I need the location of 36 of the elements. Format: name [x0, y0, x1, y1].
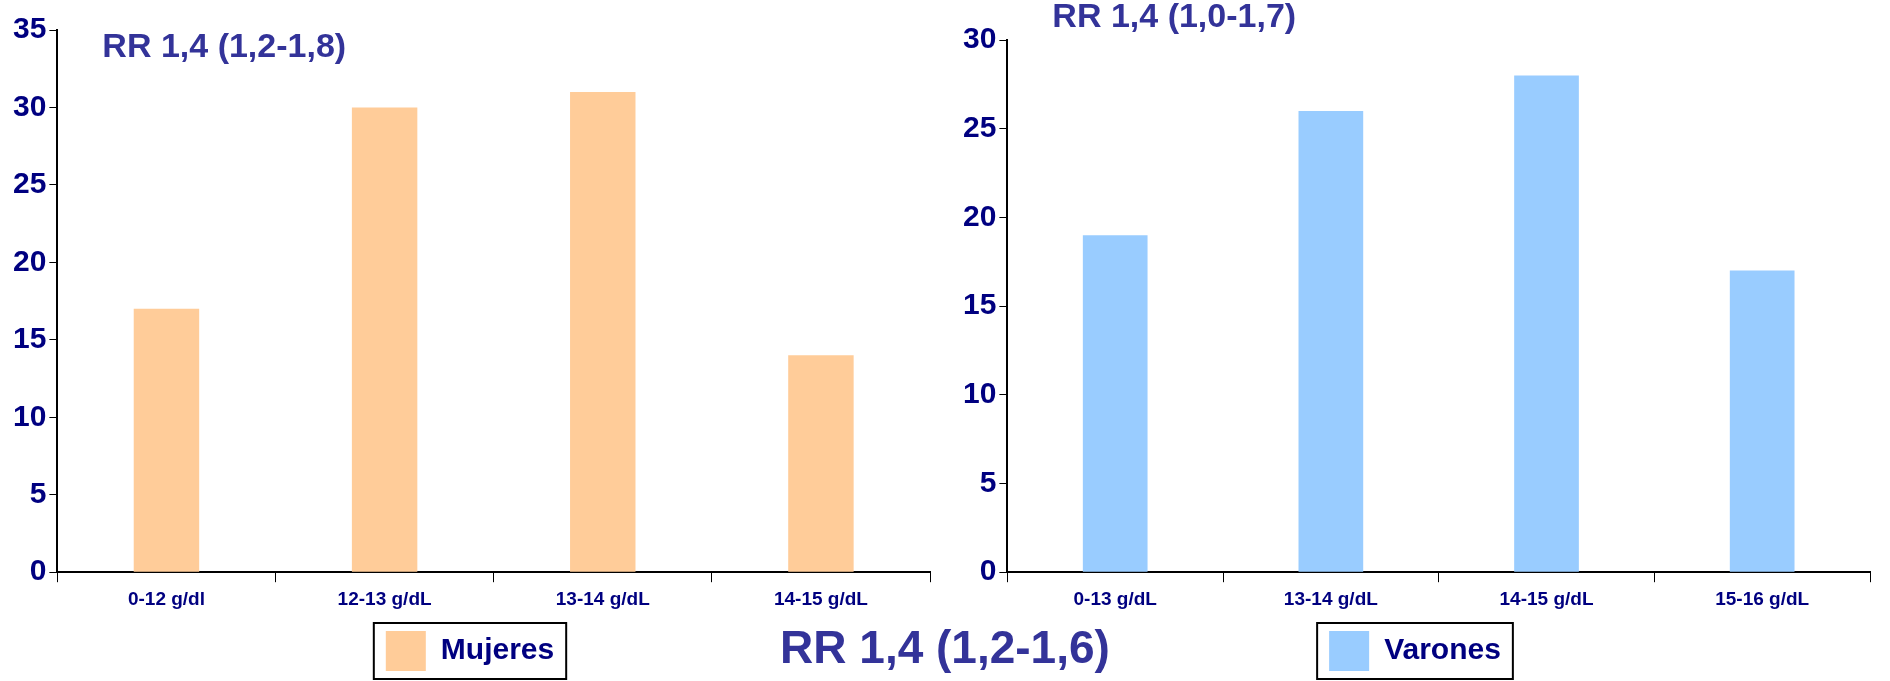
x-tick-label: 0-12 g/dl [127, 587, 205, 609]
x-tick-label: 14-15 g/dL [773, 587, 869, 609]
y-tick-label: 30 [962, 21, 997, 55]
y-tick-label: 5 [979, 464, 997, 498]
y-tick-label: 10 [962, 376, 997, 410]
bar [1082, 235, 1148, 572]
y-tick-label: 25 [12, 166, 47, 200]
y-tick-label: 5 [29, 476, 47, 510]
text: RR 1,4 (1,0-1,7) [1052, 0, 1297, 35]
y-tick-label: 0 [979, 553, 997, 587]
bar [1514, 75, 1579, 572]
y-tick-label: 30 [12, 88, 47, 122]
y-tick-label: 15 [962, 287, 997, 321]
x-tick-label: 0-13 g/dL [1073, 587, 1158, 609]
y-tick-label: 20 [12, 243, 47, 277]
bar [1298, 110, 1364, 572]
bar [570, 91, 636, 572]
annotation: RR 1,4 (1,2-1,8) [102, 26, 347, 65]
x-tick-label: 15-16 g/dL [1715, 587, 1810, 609]
bar [133, 308, 200, 572]
x-tick-label: 13-14 g/dL [1283, 587, 1379, 609]
bar [351, 107, 418, 572]
x-tick-label: 14-15 g/dL [1499, 587, 1594, 609]
x-tick-label: 12-13 g/dL [337, 587, 432, 609]
y-tick-label: 0 [29, 553, 47, 587]
y-tick-label: 15 [12, 321, 47, 355]
bar [1729, 270, 1795, 572]
y-tick-label: 20 [962, 198, 997, 232]
x-tick-label: 13-14 g/dL [555, 587, 651, 609]
y-tick-label: 25 [962, 109, 997, 143]
legend-label: Varones [1384, 632, 1501, 666]
text: RR 1,4 (1,2-1,6) [779, 620, 1111, 674]
legend-label: Mujeres [440, 632, 555, 666]
y-tick-label: 35 [12, 11, 47, 45]
bar [788, 355, 854, 572]
y-tick-label: 10 [12, 398, 47, 432]
